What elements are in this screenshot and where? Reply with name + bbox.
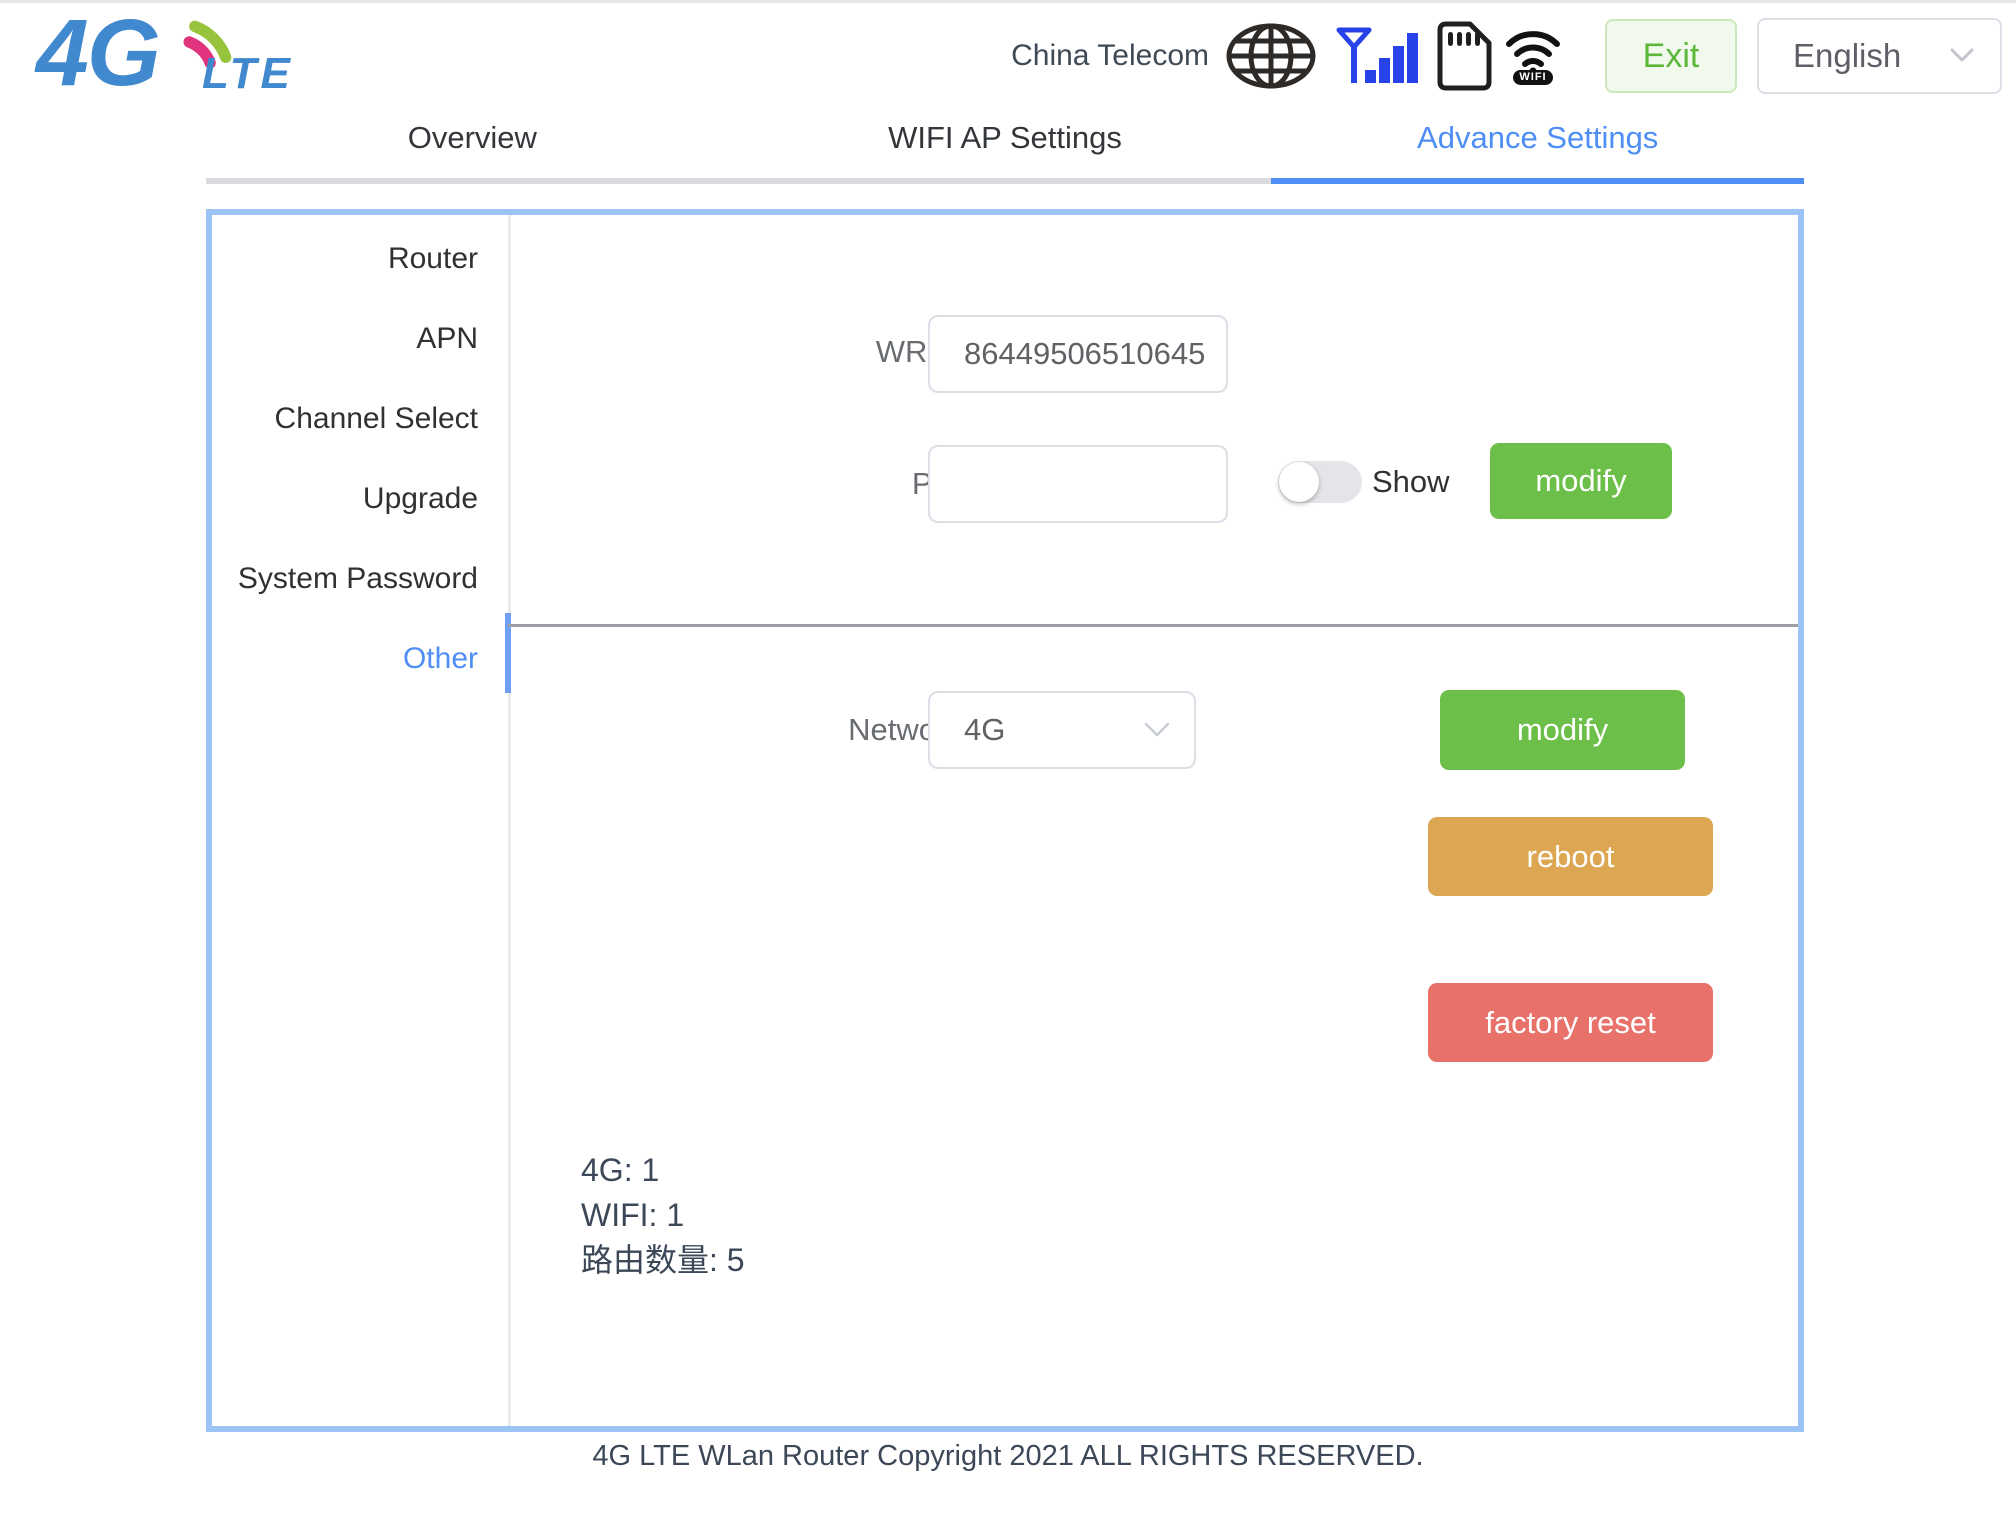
- stat-route-count: 路由数量: 5: [581, 1242, 745, 1278]
- network-mode-label: Network Mode: [848, 712, 1048, 747]
- factory-reset-button[interactable]: factory reset: [1428, 983, 1713, 1062]
- imei-modify-button[interactable]: modify: [1490, 443, 1672, 519]
- sidebar-item-router[interactable]: Router: [387, 242, 478, 275]
- toggle-knob: [1279, 462, 1319, 502]
- active-tab-indicator: [1271, 178, 1804, 184]
- header: 4G LTE China Telecom: [0, 0, 2016, 115]
- settings-panel: Router APN Channel Select Upgrade System…: [206, 209, 1804, 1432]
- show-password-toggle[interactable]: [1278, 461, 1362, 503]
- chevron-down-icon: [1950, 48, 1974, 62]
- network-mode-select[interactable]: 4G: [928, 691, 1196, 769]
- wifi-badge-label: WIFI: [1513, 69, 1553, 85]
- sidebar-item-other[interactable]: Other: [402, 642, 478, 675]
- tab-overview[interactable]: Overview: [407, 120, 537, 155]
- other-settings-content: WRITE IMEI Password Show modify Network …: [508, 215, 1798, 1426]
- sidebar-item-system-password[interactable]: System Password: [237, 562, 478, 595]
- main-tab-bar: Overview WIFI AP Settings Advance Settin…: [206, 108, 1804, 184]
- logo-4g-text: 4G: [36, 0, 161, 106]
- chevron-down-icon: [1144, 722, 1170, 737]
- app-logo: 4G LTE: [30, 0, 340, 115]
- show-label: Show: [1372, 464, 1450, 499]
- network-mode-value: 4G: [964, 712, 1006, 747]
- tab-underline: [206, 178, 1804, 184]
- imei-input[interactable]: [928, 315, 1228, 393]
- sidebar-item-channel-select[interactable]: Channel Select: [274, 402, 478, 435]
- sidebar-item-apn[interactable]: APN: [416, 322, 478, 355]
- language-select[interactable]: English: [1757, 18, 2002, 94]
- language-selected-value: English: [1793, 37, 1902, 74]
- write-imei-label: WRITE IMEI: [875, 334, 1048, 369]
- stat-4g: 4G: 1: [581, 1152, 660, 1188]
- reboot-button[interactable]: reboot: [1428, 817, 1713, 896]
- tab-advance-settings[interactable]: Advance Settings: [1417, 120, 1659, 155]
- stat-wifi: WIFI: 1: [581, 1197, 685, 1233]
- password-label: Password: [212, 463, 1048, 505]
- sim-card-icon: [1433, 20, 1493, 92]
- settings-sidebar: Router APN Channel Select Upgrade System…: [212, 215, 511, 1426]
- network-mode-modify-button[interactable]: modify: [1440, 690, 1685, 770]
- sidebar-active-indicator: [505, 613, 511, 693]
- exit-button[interactable]: Exit: [1605, 19, 1737, 93]
- status-counters: 4G: 1 WIFI: 1 路由数量: 5: [581, 1148, 745, 1283]
- header-status-area: China Telecom: [1011, 15, 2002, 97]
- tab-wifi-ap-settings[interactable]: WIFI AP Settings: [888, 120, 1122, 155]
- signal-strength-icon: [1335, 25, 1419, 87]
- copyright-footer: 4G LTE WLan Router Copyright 2021 ALL RI…: [592, 1440, 1424, 1472]
- wifi-status-icon: WIFI: [1505, 28, 1561, 85]
- carrier-name: China Telecom: [1011, 39, 1209, 72]
- logo-signal-arcs-icon: [183, 20, 232, 69]
- sidebar-item-upgrade[interactable]: Upgrade: [362, 482, 478, 515]
- logo-lte-text: LTE: [202, 49, 294, 98]
- globe-icon: [1225, 21, 1317, 91]
- password-input[interactable]: [928, 445, 1228, 523]
- page-top-border: [0, 0, 2016, 3]
- section-divider: [508, 624, 1798, 627]
